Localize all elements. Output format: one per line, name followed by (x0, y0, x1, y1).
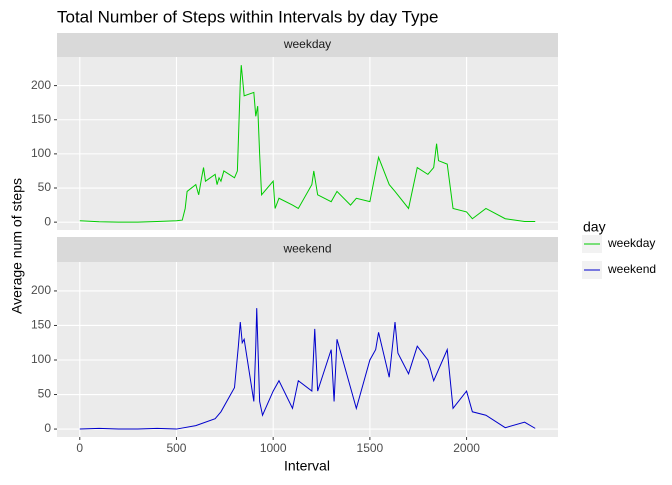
legend-label: weekday (607, 236, 655, 250)
strip-label: weekday (283, 37, 331, 51)
y-tick-label: 200 (31, 78, 51, 92)
panel (57, 262, 558, 437)
strip-label: weekend (282, 242, 331, 256)
x-tick-label: 0 (76, 441, 83, 455)
x-tick-label: 1000 (260, 441, 287, 455)
y-tick-label: 0 (44, 421, 51, 435)
strip (57, 33, 558, 57)
x-tick-label: 1500 (357, 441, 384, 455)
x-tick-label: 500 (166, 441, 186, 455)
legend-title: day (583, 219, 606, 235)
y-tick-label: 150 (31, 318, 51, 332)
y-tick-label: 100 (31, 352, 51, 366)
data-line (79, 65, 536, 223)
y-tick-label: 200 (31, 283, 51, 297)
y-tick-label: 150 (31, 112, 51, 126)
y-tick-label: 0 (44, 214, 51, 228)
y-tick-label: 50 (38, 180, 52, 194)
y-axis-label: Average num of steps (9, 178, 25, 314)
y-tick-label: 50 (38, 387, 52, 401)
y-tick-label: 100 (31, 146, 51, 160)
panel (57, 57, 558, 230)
data-line (79, 308, 536, 430)
x-tick-label: 2000 (453, 441, 480, 455)
chart-title: Total Number of Steps within Intervals b… (57, 7, 438, 26)
x-axis-label: Interval (284, 458, 330, 474)
strip (57, 237, 558, 262)
legend-label: weekend (607, 262, 656, 276)
